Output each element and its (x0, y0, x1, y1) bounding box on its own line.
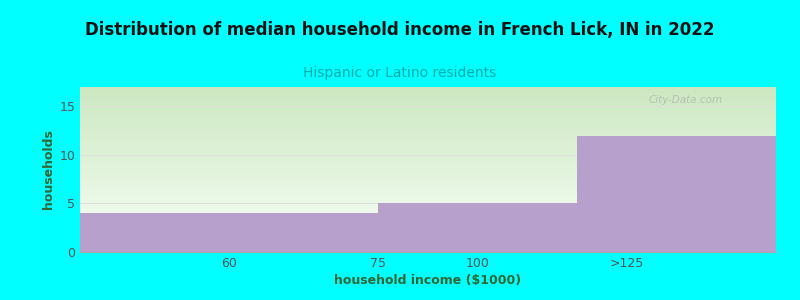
X-axis label: household income ($1000): household income ($1000) (334, 274, 522, 287)
Bar (577, 136, 776, 252)
Bar (378, 203, 478, 252)
Y-axis label: households: households (42, 130, 55, 209)
Text: City-Data.com: City-Data.com (649, 95, 722, 105)
Text: Distribution of median household income in French Lick, IN in 2022: Distribution of median household income … (86, 21, 714, 39)
Bar (478, 203, 577, 252)
Bar (80, 213, 378, 252)
Text: Hispanic or Latino residents: Hispanic or Latino residents (303, 66, 497, 80)
